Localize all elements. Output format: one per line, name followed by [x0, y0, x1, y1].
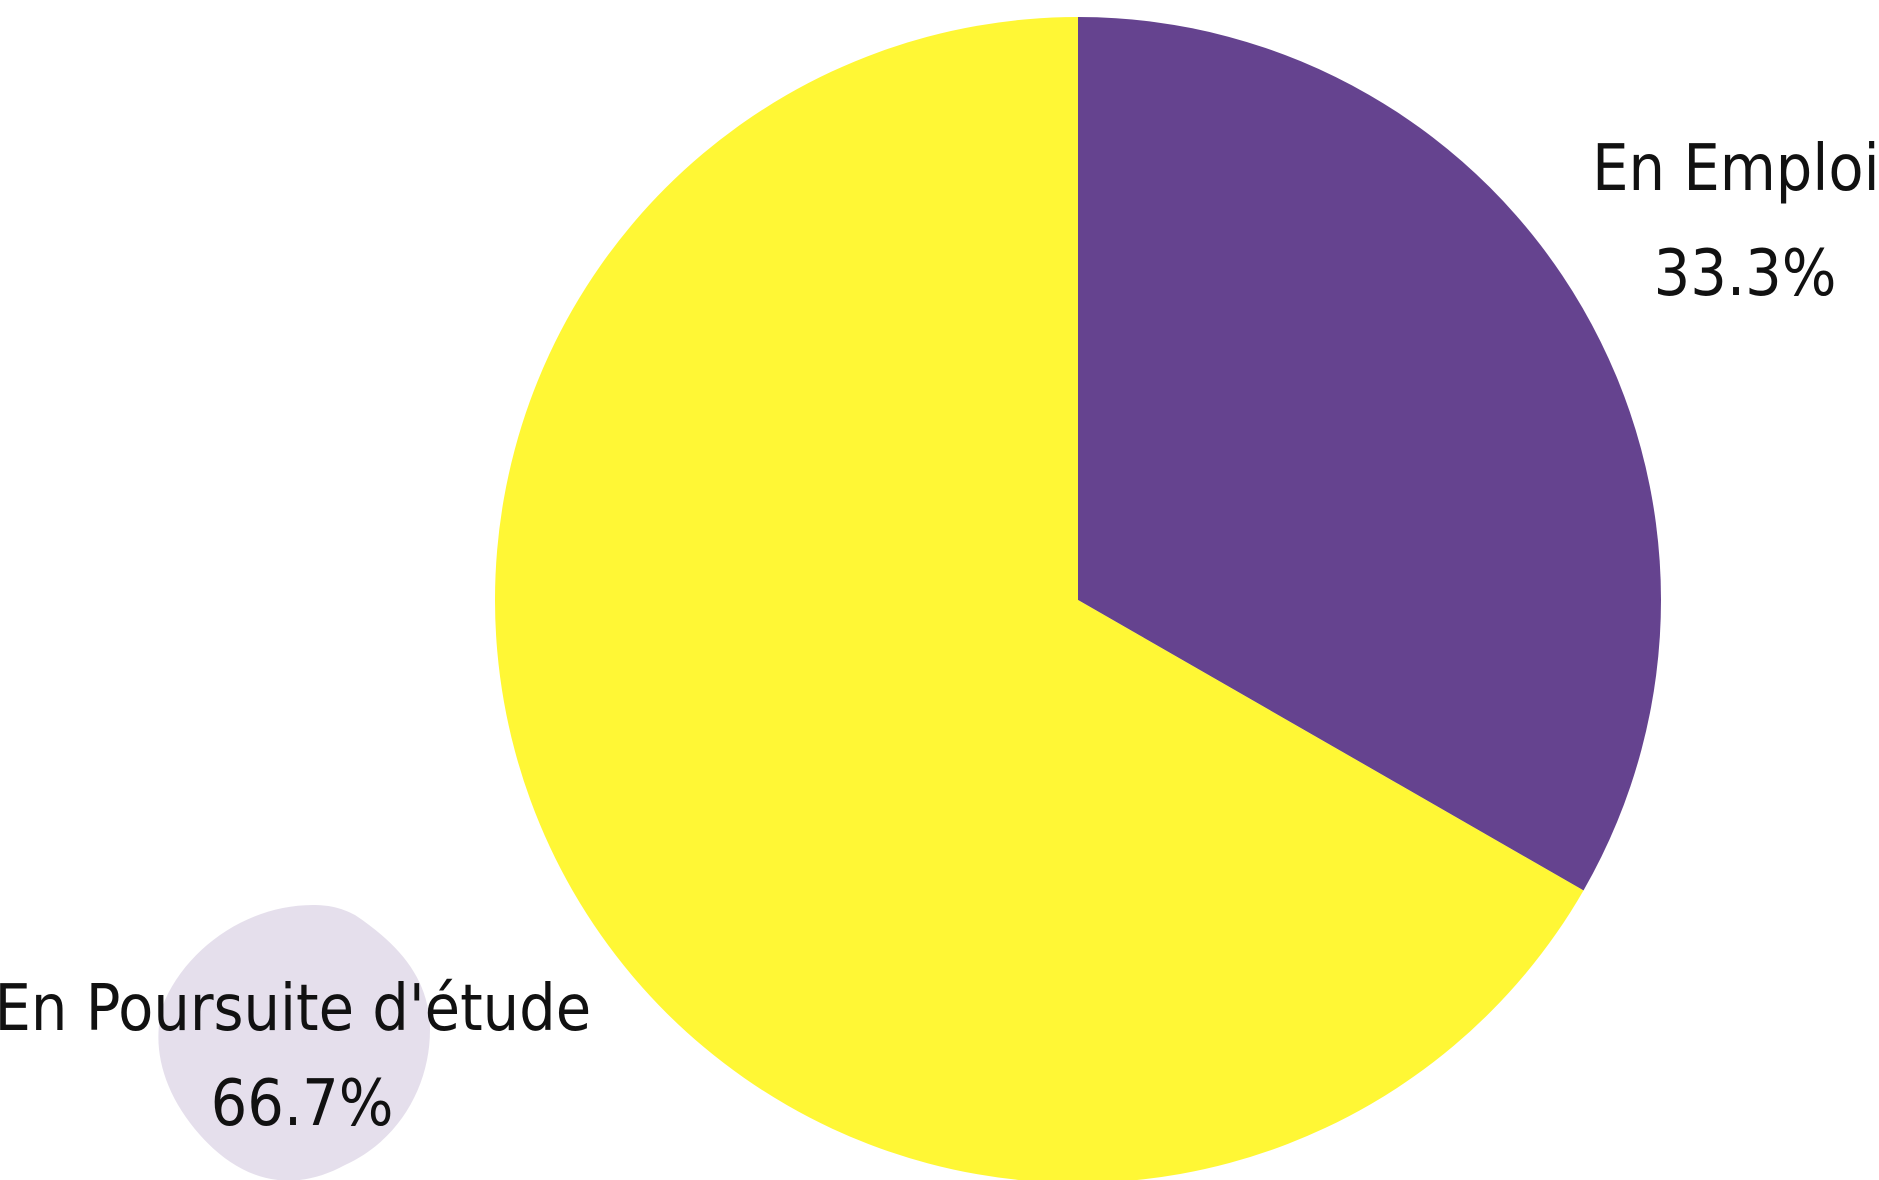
slice-label-value: 33.3% [1654, 237, 1837, 311]
decorative-blob [158, 905, 430, 1180]
pie-slices [495, 17, 1661, 1180]
slice-label-name: En Poursuite d'étude [0, 972, 591, 1046]
pie-labels: En Emploi 33.3% En Poursuite d'étude 66.… [0, 132, 1879, 1141]
slice-label-value: 66.7% [211, 1067, 394, 1141]
pie-slice-en-emploi [1078, 17, 1661, 891]
slice-label-en-emploi: En Emploi 33.3% [1592, 132, 1879, 311]
pie-slice-en-poursuite-detude [495, 17, 1584, 1180]
slice-label-name: En Emploi [1592, 132, 1879, 206]
slice-label-en-poursuite-detude: En Poursuite d'étude 66.7% [0, 972, 609, 1141]
